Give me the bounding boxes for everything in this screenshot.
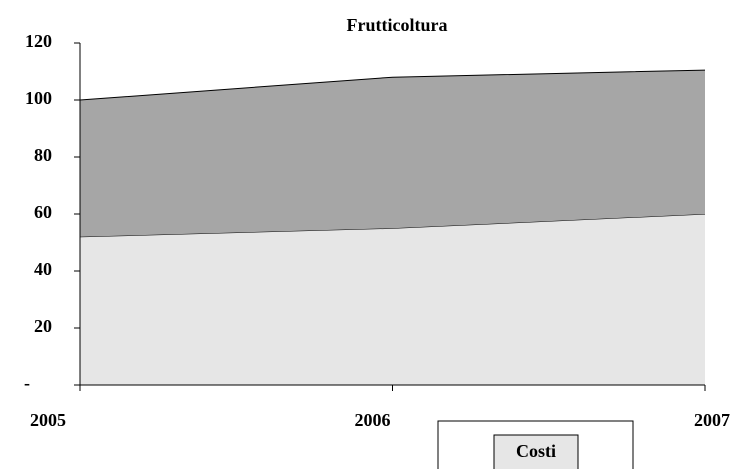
y-tick-label: 100 (25, 88, 52, 108)
area (80, 214, 705, 385)
x-tick-label: 2006 (355, 410, 391, 430)
legend-label: Costi (516, 441, 556, 461)
x-tick-label: 2007 (694, 410, 730, 430)
area-edge (79, 69, 706, 101)
y-tick-label: 80 (34, 145, 52, 165)
area (80, 70, 705, 237)
y-tick-label: 20 (34, 316, 52, 336)
y-tick-label: 120 (25, 31, 52, 51)
x-tick-label: 2005 (30, 410, 66, 430)
chart-title: Frutticoltura (347, 15, 448, 35)
y-tick-label: 60 (34, 202, 52, 222)
legend-swatch (493, 434, 579, 469)
y-tick-label: - (24, 373, 30, 393)
y-tick-label: 40 (34, 259, 52, 279)
